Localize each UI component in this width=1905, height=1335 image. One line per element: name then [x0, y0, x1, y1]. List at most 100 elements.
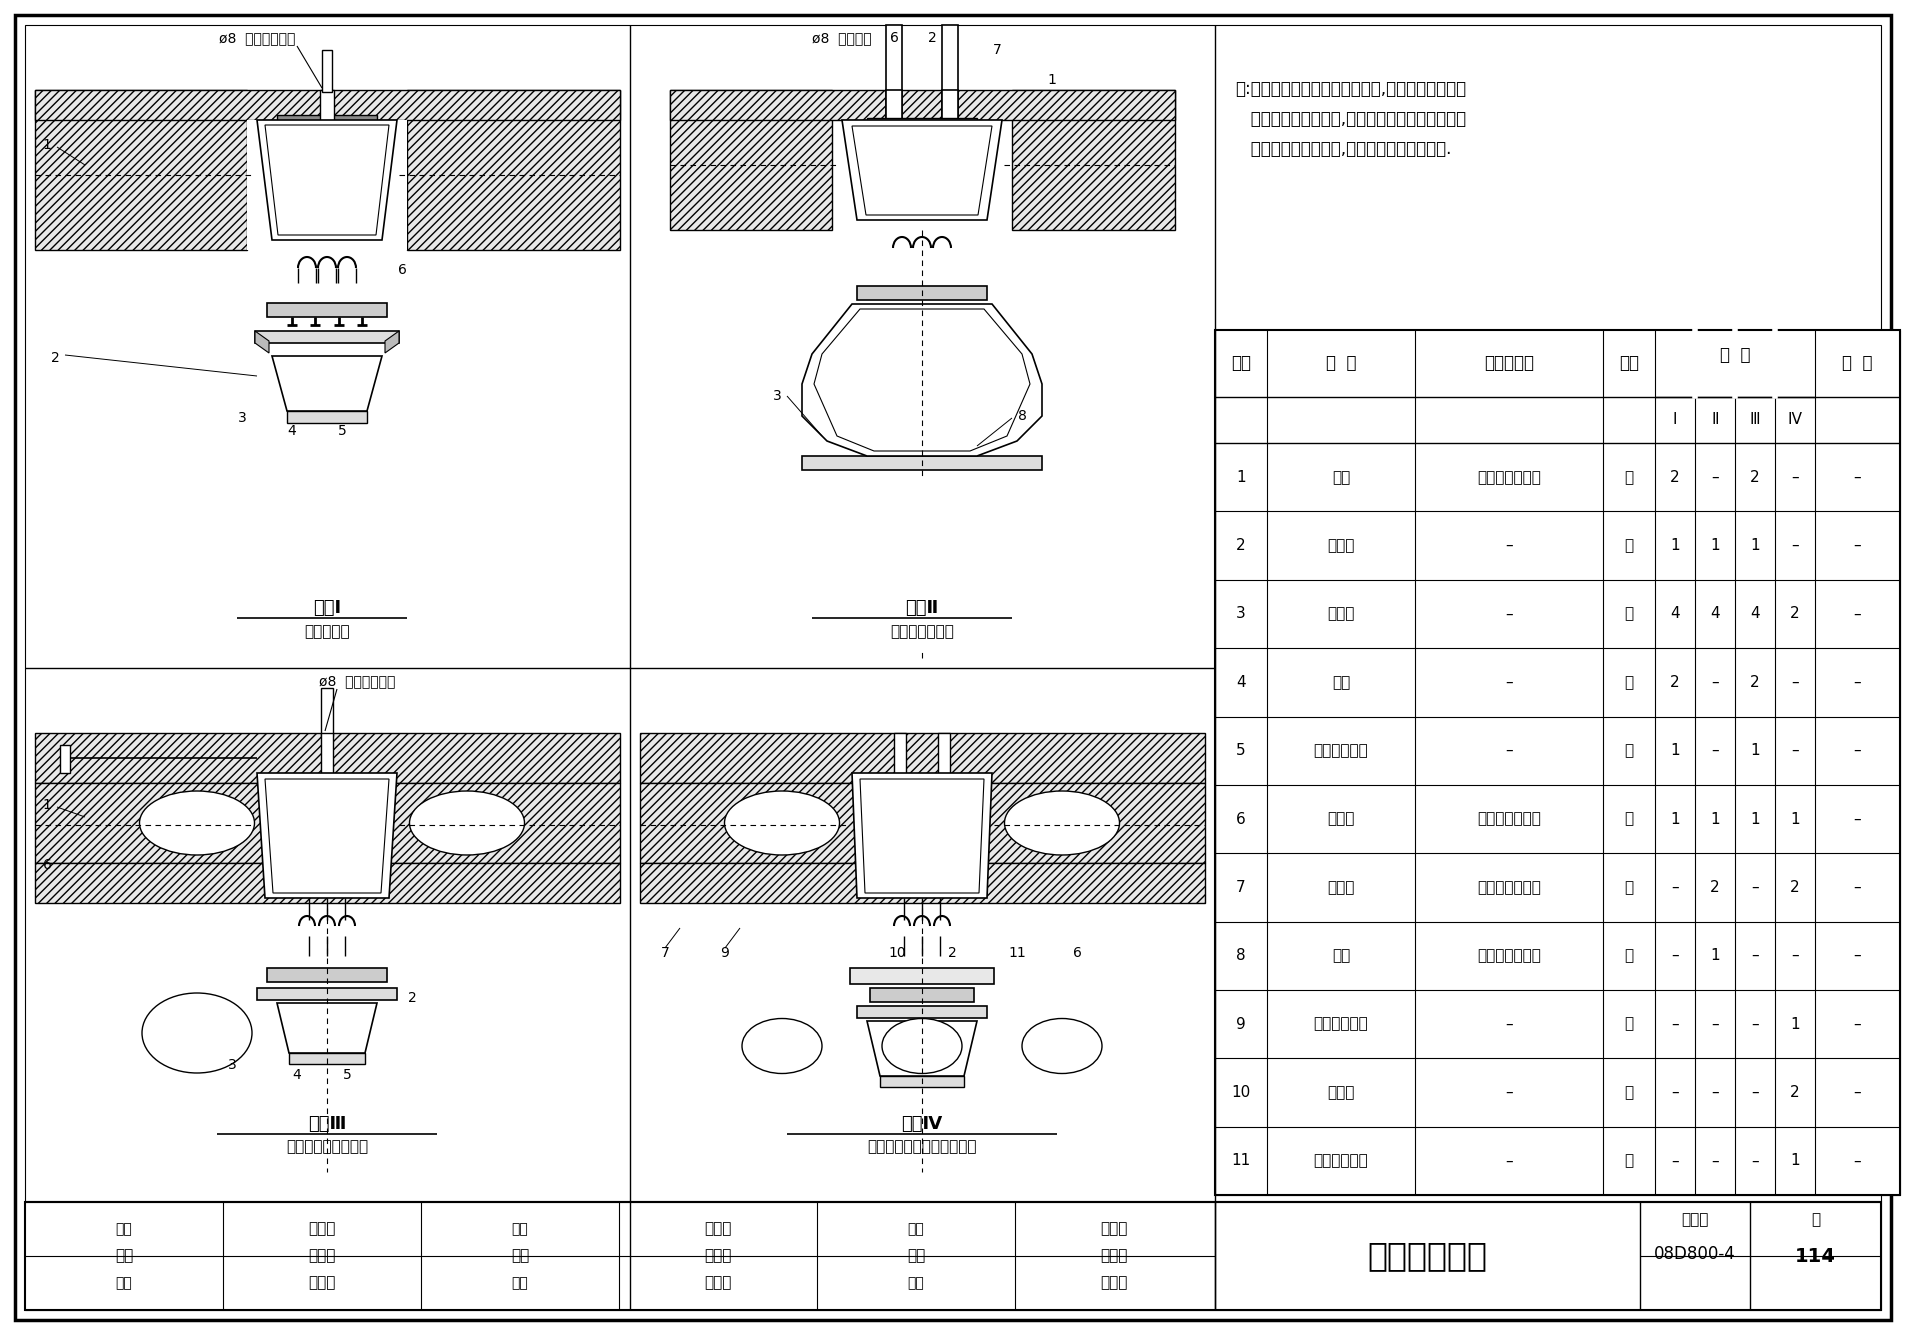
- Bar: [802, 457, 1042, 470]
- Text: –: –: [1505, 1017, 1513, 1032]
- Text: 8: 8: [1236, 948, 1246, 964]
- Ellipse shape: [1021, 1019, 1101, 1073]
- Text: 螺钉: 螺钉: [1332, 676, 1349, 690]
- Text: –: –: [1711, 1085, 1718, 1100]
- Bar: [267, 303, 387, 316]
- Bar: [290, 1053, 366, 1064]
- Text: Ⅳ: Ⅳ: [1787, 413, 1800, 427]
- Text: –: –: [1791, 676, 1798, 690]
- Text: 个: 个: [1623, 538, 1633, 553]
- Text: 个: 个: [1623, 676, 1633, 690]
- Text: 3: 3: [772, 388, 781, 403]
- Text: 方案Ⅱ: 方案Ⅱ: [905, 599, 937, 617]
- Text: 1: 1: [1789, 1153, 1798, 1168]
- Text: –: –: [1751, 1153, 1758, 1168]
- Text: ø8  圆钢奏丝: ø8 圆钢奏丝: [812, 31, 871, 45]
- Text: 11: 11: [1008, 947, 1025, 960]
- Text: 6: 6: [42, 858, 51, 872]
- Text: –: –: [1751, 1085, 1758, 1100]
- Text: 2: 2: [1709, 880, 1718, 894]
- Text: –: –: [1711, 1153, 1718, 1168]
- Bar: [1213, 330, 1899, 1195]
- Bar: [941, 89, 958, 129]
- Text: 由工程设计确定: 由工程设计确定: [1476, 812, 1539, 826]
- Text: 1: 1: [1709, 538, 1718, 553]
- Polygon shape: [257, 773, 396, 898]
- Text: 9: 9: [720, 947, 730, 960]
- Text: 方案Ⅰ: 方案Ⅰ: [312, 599, 341, 617]
- Text: 校对: 校对: [511, 1276, 528, 1290]
- Polygon shape: [257, 120, 396, 240]
- Bar: [34, 89, 619, 120]
- Text: 木螺钉: 木螺钉: [1326, 1085, 1354, 1100]
- Bar: [408, 89, 619, 250]
- Text: 塑料管、塑料盒: 塑料管、塑料盒: [890, 625, 952, 639]
- Text: 1: 1: [42, 138, 51, 152]
- Polygon shape: [385, 331, 398, 352]
- Text: –: –: [1854, 948, 1861, 964]
- Bar: [886, 25, 901, 120]
- Text: –: –: [1505, 606, 1513, 622]
- Text: 4: 4: [1709, 606, 1718, 622]
- Text: 11: 11: [1231, 1153, 1250, 1168]
- Text: 方案Ⅲ: 方案Ⅲ: [307, 1115, 347, 1133]
- Text: –: –: [1505, 1085, 1513, 1100]
- Bar: [322, 49, 331, 92]
- Text: 2: 2: [1749, 676, 1758, 690]
- Polygon shape: [802, 304, 1042, 457]
- Text: 方案Ⅳ: 方案Ⅳ: [901, 1115, 943, 1133]
- Text: –: –: [1854, 676, 1861, 690]
- Text: 图集号: 图集号: [1680, 1212, 1707, 1227]
- Ellipse shape: [269, 792, 385, 854]
- Text: 6: 6: [1073, 947, 1080, 960]
- Bar: [671, 89, 1173, 120]
- Text: 空心楼板铁管、铁盒: 空心楼板铁管、铁盒: [286, 1140, 368, 1155]
- Text: 7: 7: [993, 43, 1000, 57]
- Text: 设计: 设计: [907, 1222, 924, 1236]
- Text: 编号: 编号: [1231, 354, 1250, 372]
- Text: 备  注: 备 注: [1842, 354, 1873, 372]
- Text: –: –: [1505, 744, 1513, 758]
- Text: –: –: [1751, 948, 1758, 964]
- Text: 1: 1: [1789, 1017, 1798, 1032]
- Text: –: –: [1791, 948, 1798, 964]
- Bar: [937, 733, 949, 776]
- Text: 审核: 审核: [114, 1248, 133, 1263]
- Bar: [320, 688, 333, 736]
- Text: 灯具: 灯具: [1332, 948, 1349, 964]
- Text: 圆塑料台外台: 圆塑料台外台: [1313, 1017, 1368, 1032]
- Text: 页: 页: [1810, 1212, 1819, 1227]
- Text: –: –: [1854, 606, 1861, 622]
- Text: –: –: [1711, 1017, 1718, 1032]
- Text: 1: 1: [1669, 812, 1678, 826]
- Bar: [267, 968, 387, 983]
- Ellipse shape: [741, 1019, 821, 1073]
- Text: 钢管、铁盒: 钢管、铁盒: [305, 625, 351, 639]
- Text: 4: 4: [288, 425, 295, 438]
- Text: 1: 1: [1236, 470, 1246, 485]
- Bar: [34, 89, 248, 250]
- Text: 采用合适的安装方式,并配合土建埋设预埋件.: 采用合适的安装方式,并配合土建埋设预埋件.: [1234, 140, 1450, 158]
- Text: 由工程设计确定: 由工程设计确定: [1476, 948, 1539, 964]
- Text: 4: 4: [293, 1068, 301, 1081]
- Text: 2: 2: [1789, 1085, 1798, 1100]
- Text: 6: 6: [890, 31, 897, 45]
- Bar: [276, 115, 377, 127]
- Bar: [320, 733, 333, 776]
- Text: 圆塑料台内台: 圆塑料台内台: [1313, 1153, 1368, 1168]
- Text: 注:本图为暗配线吸顶灯的安装图,楼板可以是现场预: 注:本图为暗配线吸顶灯的安装图,楼板可以是现场预: [1234, 80, 1465, 97]
- Text: 10: 10: [888, 947, 905, 960]
- Bar: [59, 745, 70, 773]
- Text: –: –: [1854, 744, 1861, 758]
- Text: 8: 8: [1017, 409, 1027, 423]
- Text: ø8  圆钢跨接地线: ø8 圆钢跨接地线: [219, 31, 295, 45]
- Text: 3: 3: [238, 411, 246, 425]
- Text: 单位: 单位: [1617, 354, 1638, 372]
- Text: 塑料管、塑料盒、圆塑料台: 塑料管、塑料盒、圆塑料台: [867, 1140, 975, 1155]
- Text: 审核: 审核: [116, 1222, 131, 1236]
- Text: 电线管: 电线管: [1326, 880, 1354, 894]
- Text: 型号及规格: 型号及规格: [1484, 354, 1534, 372]
- Text: –: –: [1671, 1153, 1678, 1168]
- Text: 2: 2: [1669, 676, 1678, 690]
- Text: 设计: 设计: [907, 1276, 924, 1290]
